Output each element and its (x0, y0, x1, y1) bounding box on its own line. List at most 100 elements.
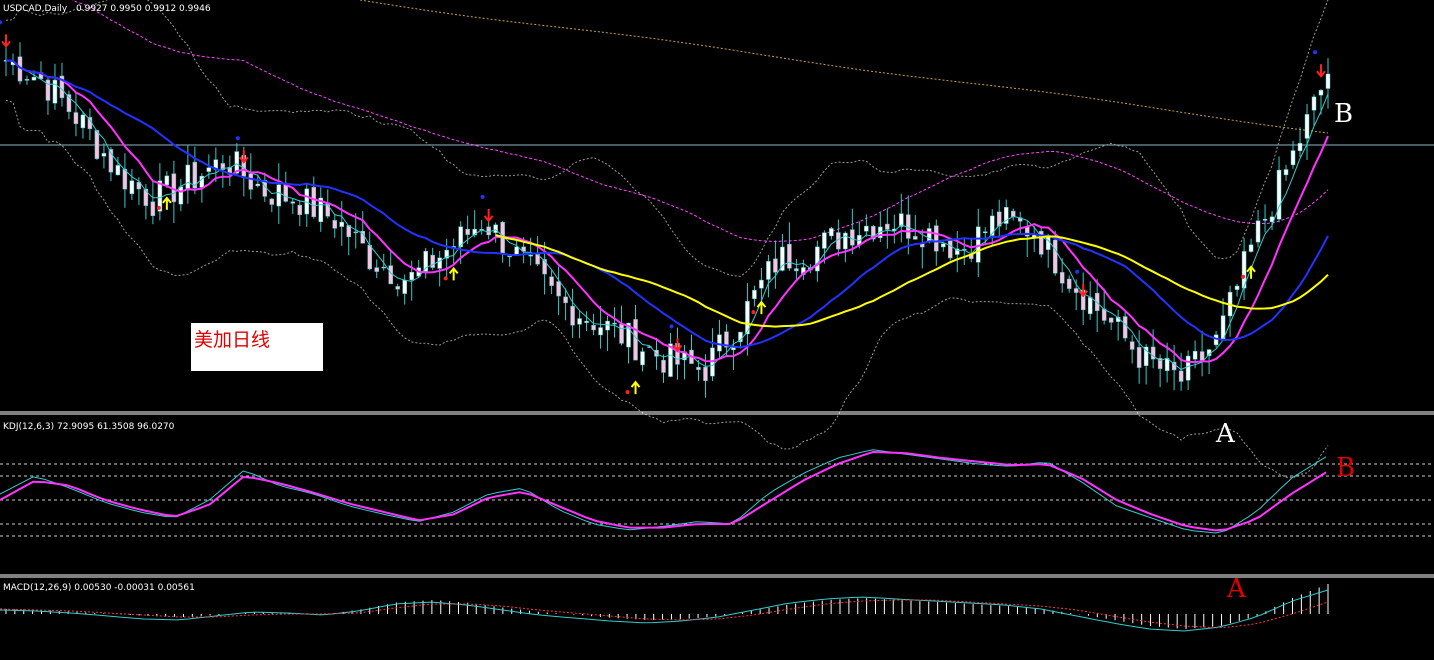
kdj-pane (0, 449, 1434, 537)
signal-dot-red (1241, 274, 1246, 279)
candle-body (1108, 317, 1114, 323)
candle-body (1311, 96, 1317, 111)
candle-body (766, 261, 771, 280)
candle-body (1178, 370, 1184, 382)
candle-body (941, 243, 946, 248)
candle-body (507, 255, 512, 258)
candle-body (871, 226, 876, 240)
candle-body (556, 281, 561, 297)
candle-body (444, 249, 449, 259)
candle-body (458, 226, 463, 248)
candle-body (290, 201, 296, 204)
candle-body (794, 268, 799, 272)
signal-dot-blue (1075, 269, 1080, 274)
candle-body (269, 198, 275, 205)
candle-body (1157, 358, 1163, 369)
signal-dot-blue (669, 324, 674, 329)
price-pane-title: USDCAD,Daily (3, 4, 68, 14)
candle-body (220, 163, 226, 170)
candle-body (1276, 169, 1282, 220)
candle-body (374, 267, 379, 272)
candle-body (332, 220, 338, 229)
signal-dot-red (443, 276, 448, 281)
candle-body (234, 151, 240, 174)
candle-body (626, 322, 631, 348)
marker-label-b-kdj: B (1336, 453, 1355, 483)
candle-body (542, 259, 547, 275)
candle-body (423, 250, 428, 272)
candle-body (402, 279, 407, 294)
candle-body (696, 367, 701, 370)
ma-mid-line (5, 59, 1329, 364)
candle-body (1290, 150, 1296, 166)
candle-body (1241, 251, 1247, 289)
candle-body (1066, 278, 1072, 289)
candle-body (318, 197, 324, 223)
candle-body (1192, 351, 1198, 360)
candle-body (1010, 210, 1016, 217)
candle-body (388, 265, 393, 285)
candle-body (430, 254, 435, 268)
candle-body (514, 246, 519, 255)
candle-body (955, 248, 960, 255)
candle-body (1164, 357, 1170, 371)
candle-body (1304, 114, 1310, 139)
candle-body (101, 153, 107, 157)
candle-body (66, 94, 72, 112)
candle-body (584, 320, 589, 323)
candle-body (528, 254, 533, 257)
signal-dot-blue (480, 194, 485, 199)
candle-body (353, 231, 358, 234)
ma-slow-line (5, 59, 1329, 349)
candle-body (150, 201, 156, 216)
bollinger-lower (5, 99, 1329, 479)
buy-arrow (1246, 265, 1256, 279)
candle-body (843, 232, 848, 250)
candle-body (990, 215, 995, 236)
candle-body (1038, 230, 1044, 255)
buy-arrow (162, 196, 172, 210)
candle-body (996, 211, 1002, 227)
candle-body (1234, 285, 1240, 290)
macd-series-1 (0, 589, 1329, 632)
candle-body (206, 167, 212, 172)
candle-body (1136, 347, 1142, 368)
price-pane (0, 0, 1434, 479)
candle-body (605, 320, 610, 331)
candle-body (472, 229, 477, 236)
signal-dot-red (625, 390, 630, 395)
candle-body (927, 228, 932, 243)
candle-body (1143, 346, 1149, 366)
candle-body (1150, 346, 1156, 360)
candle-body (493, 224, 498, 233)
candle-body (1318, 90, 1324, 96)
candle-body (136, 182, 142, 190)
candle-body (668, 343, 673, 377)
marker-label-a-kdj: A (1226, 574, 1247, 604)
candle-body (73, 112, 79, 124)
candle-body (983, 231, 988, 233)
candle-body (948, 240, 953, 259)
candle-body (598, 327, 603, 336)
candle-body (248, 173, 254, 190)
candle-body (1087, 297, 1093, 315)
candle-body (143, 188, 149, 206)
candle-body (486, 226, 491, 236)
candle-body (1122, 316, 1128, 339)
candle-body (178, 186, 184, 205)
candle-body (724, 331, 729, 348)
candle-body (759, 279, 764, 289)
sell-arrow (1, 34, 11, 48)
candle-body (885, 223, 890, 230)
candle-body (577, 318, 582, 325)
candle-body (633, 319, 638, 361)
candle-body (94, 130, 100, 159)
candle-body (367, 244, 372, 270)
candle-body (899, 213, 904, 227)
candle-body (934, 225, 939, 252)
long-ma-line (359, 0, 1329, 134)
candle-body (1094, 292, 1100, 311)
sell-arrow (1316, 64, 1326, 78)
candle-body (185, 164, 191, 191)
ma-yellow-line (495, 234, 1329, 328)
